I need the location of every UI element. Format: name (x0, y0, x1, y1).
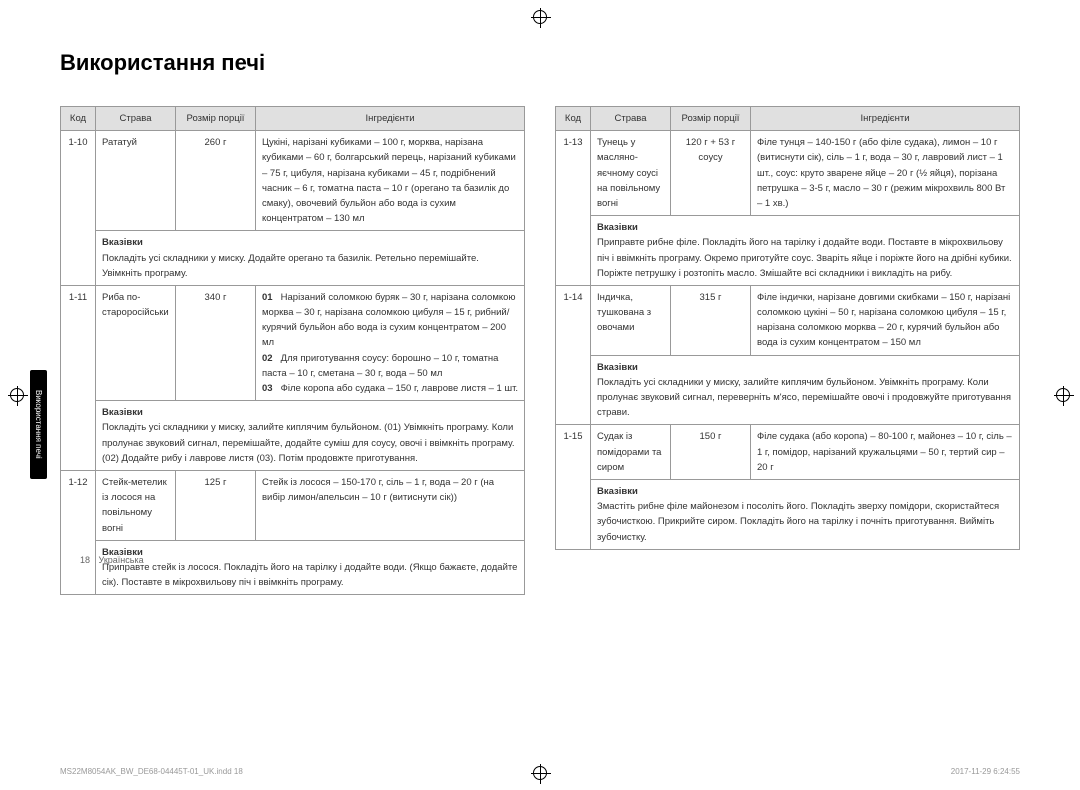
instructions-text: Приправте стейк із лосося. Покладіть йог… (102, 560, 518, 590)
instructions-label: Вказівки (102, 545, 518, 560)
cell-portion: 260 г (176, 131, 256, 231)
ingredient-step: 02 Для приготування соусу: борошно – 10 … (262, 351, 518, 381)
cell-code: 1-11 (61, 285, 96, 470)
instructions-row: ВказівкиПриправте рибне філе. Покладіть … (556, 216, 1020, 286)
cell-code: 1-12 (61, 470, 96, 594)
cell-ingredients: Стейк із лосося – 150-170 г, сіль – 1 г,… (256, 470, 525, 540)
cell-ingredients: 01 Нарізаний соломкою буряк – 30 г, нарі… (256, 285, 525, 400)
cell-portion: 150 г (671, 425, 751, 480)
instructions-text: Приправте рибне філе. Покладіть його на … (597, 235, 1013, 281)
cell-portion: 120 г + 53 г соусу (671, 131, 751, 216)
instructions-label: Вказівки (597, 360, 1013, 375)
print-meta: MS22M8054AK_BW_DE68-04445T-01_UK.indd 18… (60, 767, 1020, 776)
col-dish: Страва (591, 107, 671, 131)
col-ingredients: Інгредієнти (256, 107, 525, 131)
cell-code: 1-10 (61, 131, 96, 286)
recipe-table-right: Код Страва Розмір порції Інгредієнти 1-1… (555, 106, 1020, 550)
cell-instructions: ВказівкиПокладіть усі складники у миску.… (96, 231, 525, 286)
cell-dish: Індичка, тушкована з овочами (591, 285, 671, 355)
cell-instructions: ВказівкиПриправте стейк із лосося. Покла… (96, 540, 525, 595)
cell-ingredients: Філе індички, нарізане довгими скибками … (751, 285, 1020, 355)
col-portion: Розмір порції (671, 107, 751, 131)
content-columns: Код Страва Розмір порції Інгредієнти 1-1… (60, 106, 1020, 595)
cell-dish: Судак із помідорами та сиром (591, 425, 671, 480)
step-text: Нарізаний соломкою буряк – 30 г, нарізан… (262, 292, 516, 349)
page-language: Українська (99, 555, 144, 565)
cell-instructions: ВказівкиПриправте рибне філе. Покладіть … (591, 216, 1020, 286)
col-portion: Розмір порції (176, 107, 256, 131)
col-code: Код (556, 107, 591, 131)
recipe-row: 1-10Рататуй260 гЦукіні, нарізані кубикам… (61, 131, 525, 231)
step-text: Філе коропа або судака – 150 г, лаврове … (278, 383, 518, 394)
instructions-label: Вказівки (597, 220, 1013, 235)
instructions-row: ВказівкиПокладіть усі складники у миску.… (61, 231, 525, 286)
cell-instructions: ВказівкиПокладіть усі складники у миску,… (96, 401, 525, 471)
step-number: 03 (262, 381, 278, 396)
recipe-table-left: Код Страва Розмір порції Інгредієнти 1-1… (60, 106, 525, 595)
page-footer: 18 Українська (80, 555, 144, 565)
step-number: 01 (262, 290, 278, 305)
cell-dish: Тунець у масляно-яєчному соусі на повіль… (591, 131, 671, 216)
cell-dish: Стейк-метелик із лосося на повільному во… (96, 470, 176, 540)
instructions-text: Покладіть усі складники у миску, залийте… (597, 375, 1013, 421)
instructions-text: Покладіть усі складники у миску. Додайте… (102, 251, 518, 281)
instructions-row: ВказівкиПокладіть усі складники у миску,… (556, 355, 1020, 425)
cell-ingredients: Філе судака (або коропа) – 80-100 г, май… (751, 425, 1020, 480)
step-text: Для приготування соусу: борошно – 10 г, … (262, 353, 498, 379)
cell-code: 1-14 (556, 285, 591, 425)
cell-ingredients: Філе тунця – 140-150 г (або філе судака)… (751, 131, 1020, 216)
meta-date: 2017-11-29 6:24:55 (951, 767, 1020, 776)
recipe-row: 1-13Тунець у масляно-яєчному соусі на по… (556, 131, 1020, 216)
meta-file: MS22M8054AK_BW_DE68-04445T-01_UK.indd 18 (60, 767, 243, 776)
instructions-row: ВказівкиЗмастіть рибне філе майонезом і … (556, 479, 1020, 549)
instructions-row: ВказівкиПокладіть усі складники у миску,… (61, 401, 525, 471)
page-number: 18 (80, 555, 90, 565)
instructions-label: Вказівки (102, 405, 518, 420)
recipe-row: 1-12Стейк-метелик із лосося на повільном… (61, 470, 525, 540)
cell-portion: 340 г (176, 285, 256, 400)
cell-dish: Рататуй (96, 131, 176, 231)
cell-dish: Риба по-староросійськи (96, 285, 176, 400)
cell-ingredients: Цукіні, нарізані кубиками – 100 г, моркв… (256, 131, 525, 231)
recipe-row: 1-15Судак із помідорами та сиром150 гФіл… (556, 425, 1020, 480)
instructions-label: Вказівки (102, 235, 518, 250)
right-column: Код Страва Розмір порції Інгредієнти 1-1… (555, 106, 1020, 595)
col-ingredients: Інгредієнти (751, 107, 1020, 131)
page: Використання печі Код Страва Розмір порц… (0, 0, 1080, 615)
ingredient-step: 01 Нарізаний соломкою буряк – 30 г, нарі… (262, 290, 518, 351)
cell-portion: 315 г (671, 285, 751, 355)
left-column: Код Страва Розмір порції Інгредієнти 1-1… (60, 106, 525, 595)
recipe-row: 1-11Риба по-староросійськи340 г01 Наріза… (61, 285, 525, 400)
step-number: 02 (262, 351, 278, 366)
cell-portion: 125 г (176, 470, 256, 540)
instructions-label: Вказівки (597, 484, 1013, 499)
instructions-text: Покладіть усі складники у миску, залийте… (102, 420, 518, 466)
ingredient-step: 03 Філе коропа або судака – 150 г, лавро… (262, 381, 518, 396)
col-dish: Страва (96, 107, 176, 131)
cell-code: 1-15 (556, 425, 591, 549)
instructions-row: ВказівкиПриправте стейк із лосося. Покла… (61, 540, 525, 595)
col-code: Код (61, 107, 96, 131)
cell-code: 1-13 (556, 131, 591, 286)
instructions-text: Змастіть рибне філе майонезом і посоліть… (597, 499, 1013, 545)
cell-instructions: ВказівкиПокладіть усі складники у миску,… (591, 355, 1020, 425)
recipe-row: 1-14Індичка, тушкована з овочами315 гФіл… (556, 285, 1020, 355)
page-title: Використання печі (60, 50, 1020, 76)
cell-instructions: ВказівкиЗмастіть рибне філе майонезом і … (591, 479, 1020, 549)
